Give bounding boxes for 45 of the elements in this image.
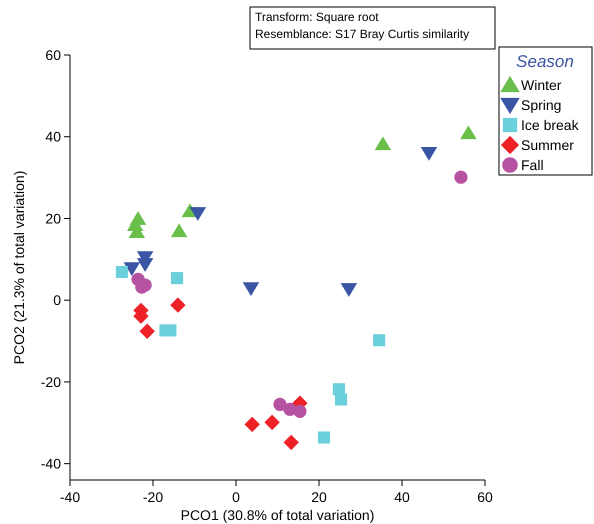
legend-label: Summer <box>521 136 574 153</box>
y-tick-label: 0 <box>53 292 62 308</box>
point <box>374 136 392 150</box>
y-tick-label: -40 <box>40 456 62 472</box>
text: Resemblance: S17 Bray Curtis similarity <box>255 27 470 41</box>
x-tick-label: 0 <box>232 489 240 505</box>
point <box>293 404 307 418</box>
point <box>242 282 260 296</box>
point <box>264 414 280 430</box>
x-axis-title: PCO1 (30.8% of total variation) <box>180 507 374 523</box>
x-tick-label: -40 <box>60 489 80 505</box>
y-tick-label: 20 <box>45 210 62 226</box>
point <box>190 207 206 221</box>
legend-label: Ice break <box>521 116 580 133</box>
point <box>124 262 140 276</box>
x-tick-label: 20 <box>311 489 327 505</box>
x-tick-label: 40 <box>394 489 410 505</box>
legend-label: Fall <box>521 156 544 173</box>
y-tick-label: -20 <box>40 374 62 390</box>
point <box>170 297 186 313</box>
y-axis-title: PCO2 (21.3% of total variation) <box>11 170 27 364</box>
point <box>318 431 330 444</box>
point <box>334 393 348 406</box>
point <box>340 283 358 297</box>
y-tick-label: 40 <box>45 128 62 145</box>
legend-label: Winter <box>521 76 562 93</box>
text: Transform: Square root <box>255 10 380 24</box>
point <box>139 324 155 339</box>
y-tick-label: 60 <box>45 46 62 63</box>
point <box>164 324 176 336</box>
point <box>171 272 184 284</box>
legend-title: Season <box>516 52 574 71</box>
point <box>283 434 299 450</box>
point <box>373 334 386 346</box>
point <box>116 266 128 278</box>
point <box>420 147 438 161</box>
legend-label: Spring <box>521 96 562 113</box>
point <box>244 416 260 432</box>
point <box>136 258 154 272</box>
point <box>273 398 287 411</box>
point <box>454 170 468 184</box>
point <box>170 223 188 238</box>
x-tick-label: -20 <box>142 489 164 505</box>
point <box>460 125 477 140</box>
x-tick-label: 60 <box>477 489 493 505</box>
